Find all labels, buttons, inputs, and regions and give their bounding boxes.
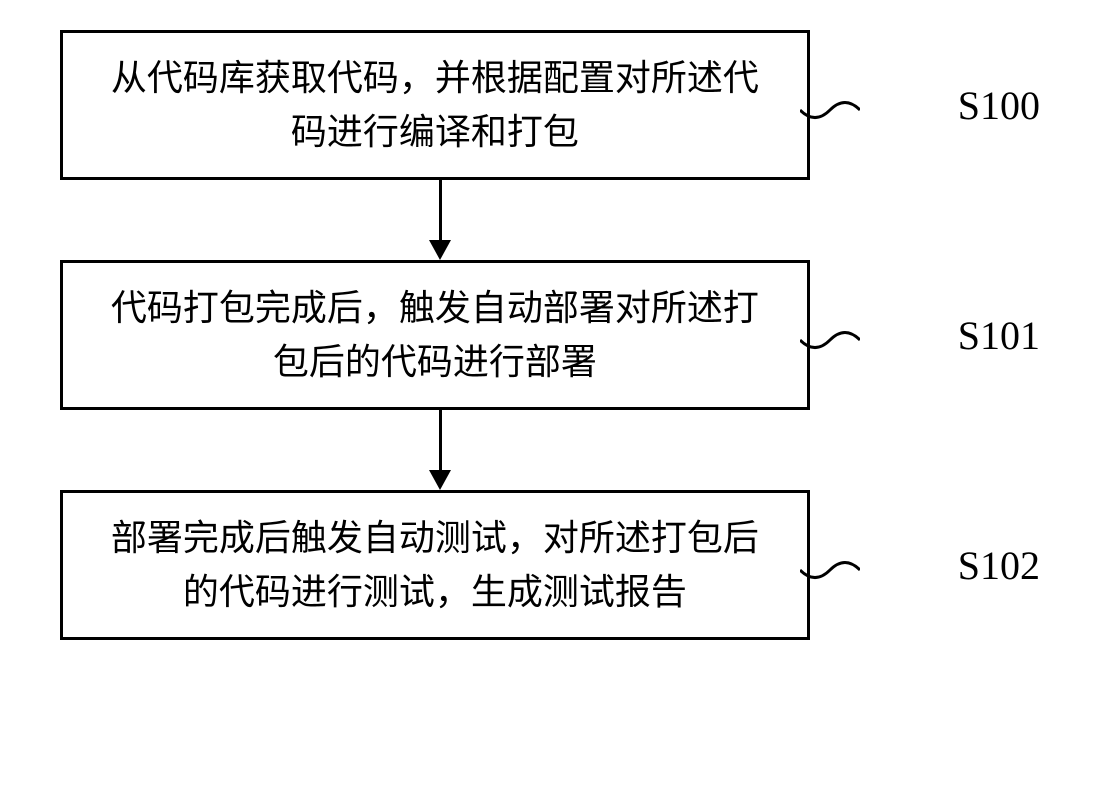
step-text-2: 部署完成后触发自动测试，对所述打包后的代码进行测试，生成测试报告	[93, 511, 777, 619]
connector-1	[800, 320, 938, 350]
arrow-line	[439, 180, 442, 242]
step-label-2: S102	[958, 542, 1040, 589]
connector-2	[800, 550, 938, 580]
arrow-1-2	[60, 410, 820, 490]
step-box-0: 从代码库获取代码，并根据配置对所述代码进行编译和打包	[60, 30, 810, 180]
step-text-1: 代码打包完成后，触发自动部署对所述打包后的代码进行部署	[93, 281, 777, 389]
connector-0	[800, 90, 938, 120]
flowchart-container: 从代码库获取代码，并根据配置对所述代码进行编译和打包 S100 代码打包完成后，…	[60, 30, 1040, 640]
step-label-1: S101	[958, 312, 1040, 359]
arrow-head	[429, 240, 451, 260]
arrow-line	[439, 410, 442, 472]
step-label-0: S100	[958, 82, 1040, 129]
arrow-0-1	[60, 180, 820, 260]
step-row-2: 部署完成后触发自动测试，对所述打包后的代码进行测试，生成测试报告 S102	[60, 490, 1040, 640]
step-box-2: 部署完成后触发自动测试，对所述打包后的代码进行测试，生成测试报告	[60, 490, 810, 640]
step-text-0: 从代码库获取代码，并根据配置对所述代码进行编译和打包	[93, 51, 777, 159]
arrow-head	[429, 470, 451, 490]
step-row-0: 从代码库获取代码，并根据配置对所述代码进行编译和打包 S100	[60, 30, 1040, 180]
step-box-1: 代码打包完成后，触发自动部署对所述打包后的代码进行部署	[60, 260, 810, 410]
step-row-1: 代码打包完成后，触发自动部署对所述打包后的代码进行部署 S101	[60, 260, 1040, 410]
